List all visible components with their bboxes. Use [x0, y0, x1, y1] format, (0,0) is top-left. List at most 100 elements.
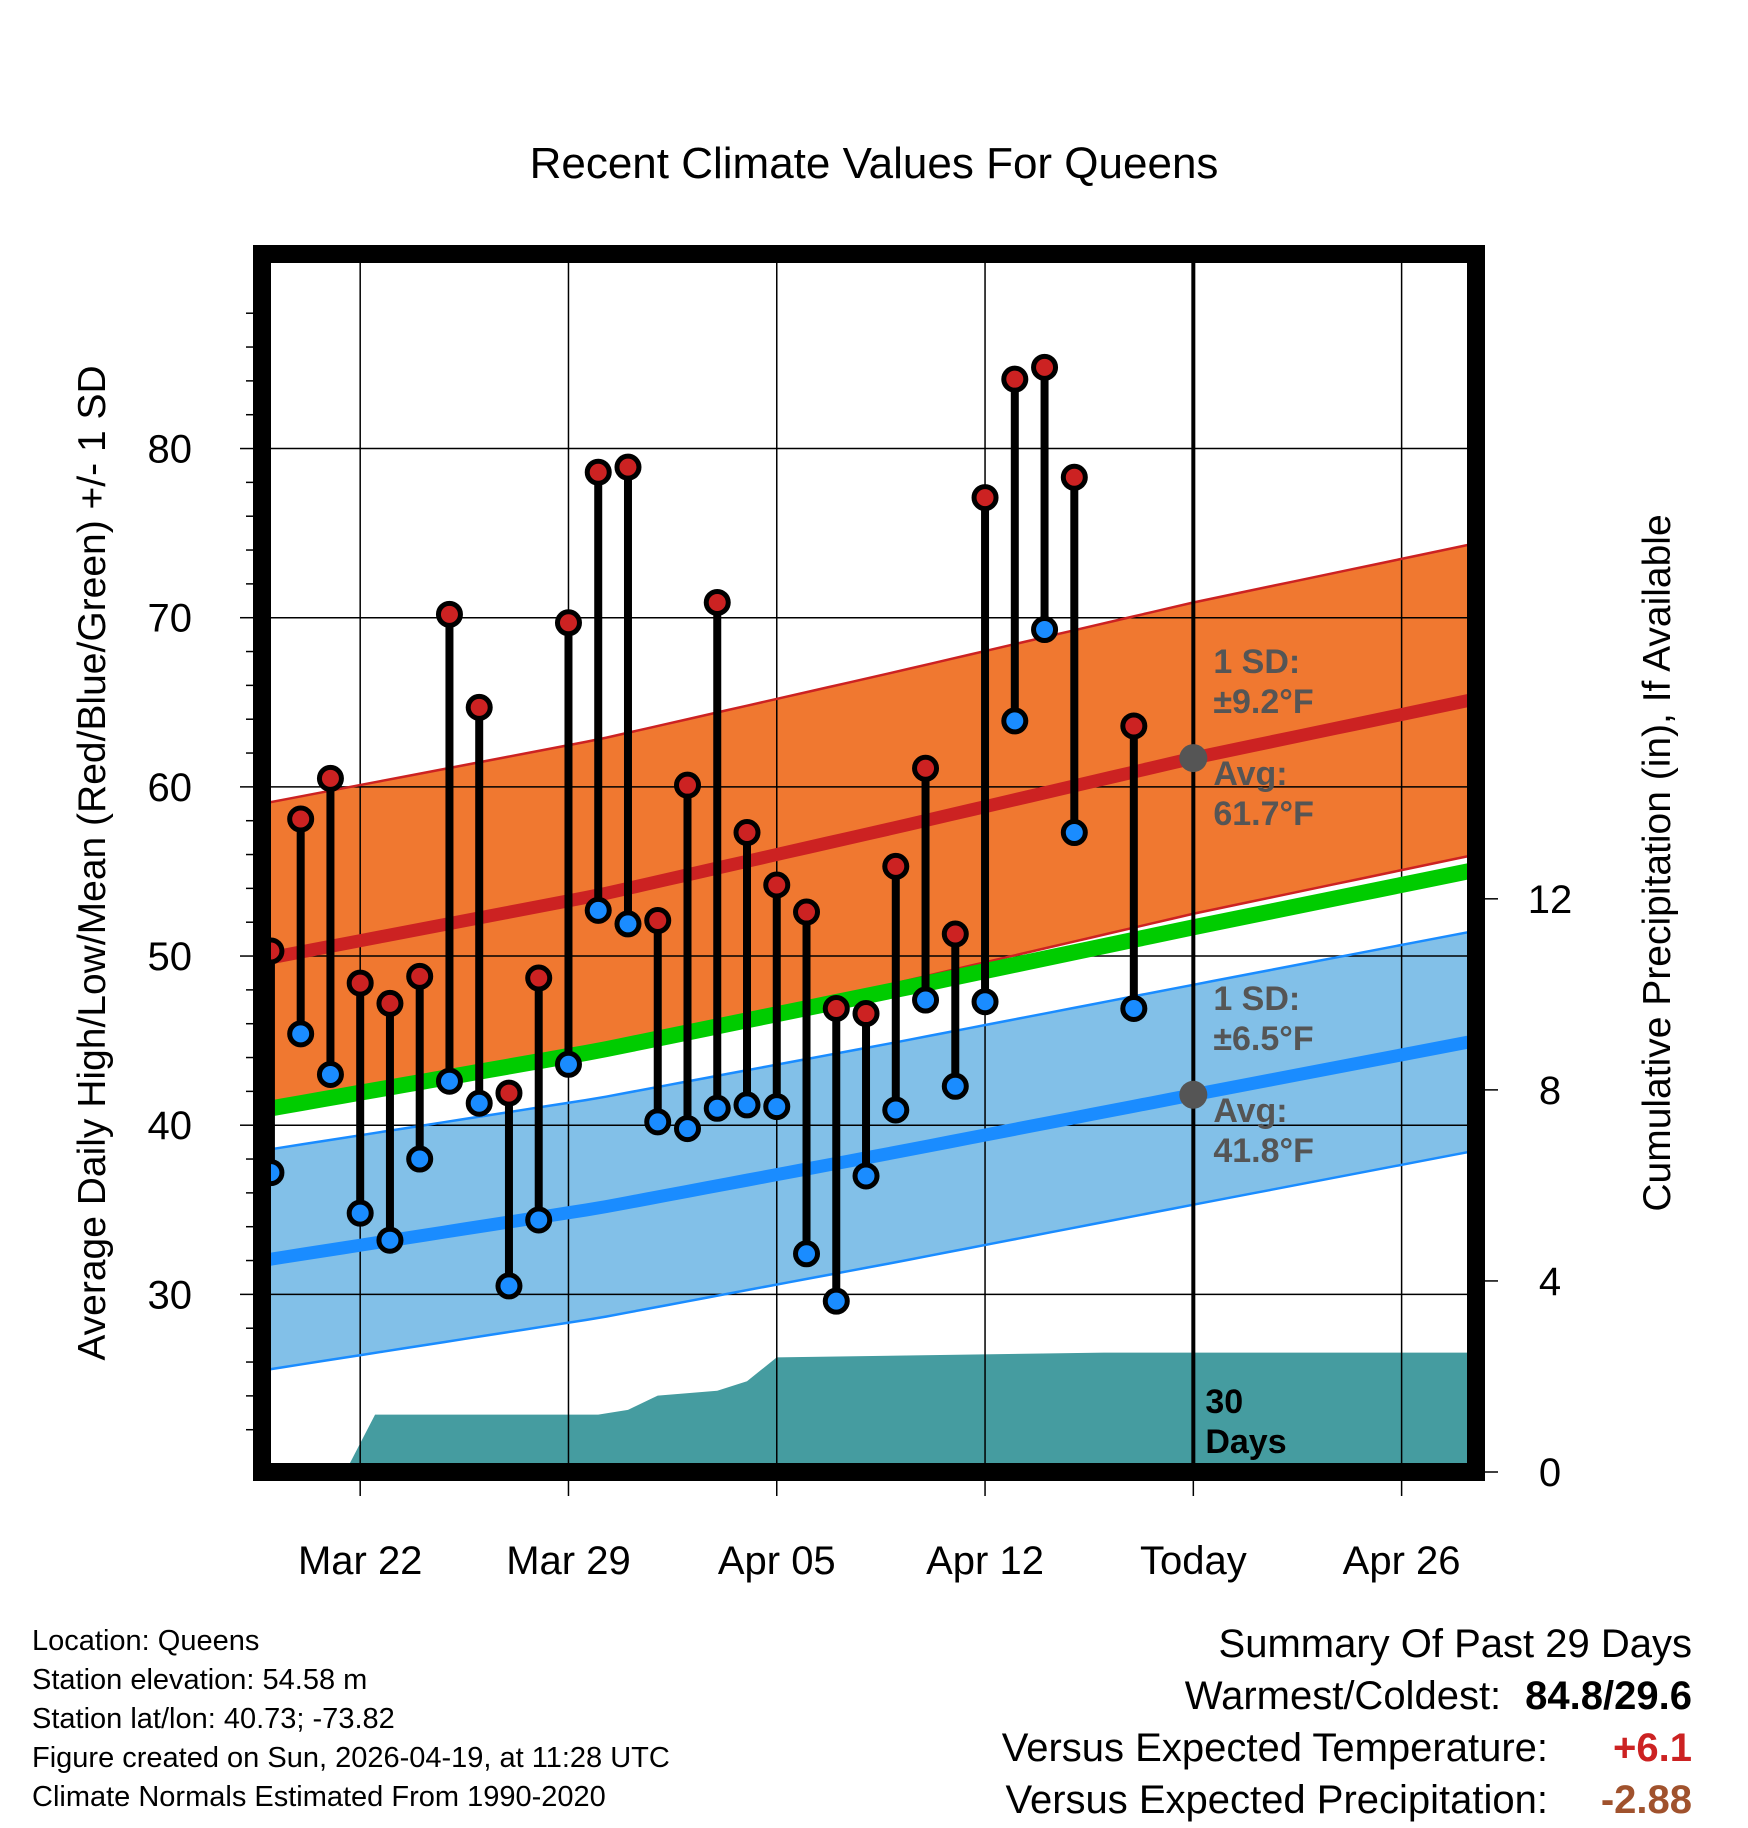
- y-tick-label: 50: [148, 935, 193, 979]
- days-label: Days: [1205, 1423, 1286, 1461]
- daily-high-point: [1001, 365, 1029, 393]
- daily-low-point: [287, 1020, 315, 1048]
- daily-high-point: [406, 962, 434, 990]
- daily-low-point: [406, 1145, 434, 1173]
- y-right-tick-label: 12: [1528, 878, 1573, 922]
- daily-high-point: [793, 898, 821, 926]
- created-text: Figure created on Sun, 2026-04-19, at 11…: [32, 1742, 670, 1774]
- temp-anomaly-label: Versus Expected Temperature:: [1001, 1726, 1548, 1770]
- precip-anomaly-value: -2.88: [1600, 1778, 1692, 1822]
- daily-low-point: [793, 1240, 821, 1268]
- x-tick-label: Apr 12: [926, 1539, 1044, 1583]
- daily-high-point: [495, 1079, 523, 1107]
- daily-high-point: [1060, 463, 1088, 491]
- low-lower-sd-line: [262, 1149, 1476, 1372]
- low-avg-label: Avg:: [1213, 1092, 1287, 1130]
- daily-high-point: [941, 920, 969, 948]
- high-sd-label: 1 SD:: [1213, 643, 1300, 681]
- daily-high-point: [733, 819, 761, 847]
- daily-high-point: [822, 994, 850, 1022]
- daily-high-point: [525, 964, 553, 992]
- daily-high-point: [316, 764, 344, 792]
- high-avg-value: 61.7°F: [1213, 795, 1314, 833]
- daily-low-point: [346, 1199, 374, 1227]
- daily-low-point: [584, 896, 612, 924]
- y-tick-label: 60: [148, 766, 193, 810]
- normals-text: Climate Normals Estimated From 1990-2020: [32, 1781, 606, 1813]
- high-sd-value: ±9.2°F: [1213, 683, 1313, 721]
- daily-low-point: [941, 1072, 969, 1100]
- daily-low-point: [316, 1060, 344, 1088]
- temp-anomaly-row: Versus Expected Temperature: +6.1: [1002, 1722, 1692, 1774]
- y-tick-label: 40: [148, 1104, 193, 1148]
- y-right-tick-label: 4: [1539, 1260, 1561, 1304]
- precipitation-area: [345, 1352, 1476, 1472]
- today-low-avg-marker: [1179, 1080, 1208, 1109]
- location-text: Location: Queens: [32, 1625, 260, 1657]
- latlon-text: Station lat/lon: 40.73; -73.82: [32, 1703, 395, 1735]
- warmest-coldest-label: Warmest/Coldest:: [1184, 1674, 1502, 1718]
- plot-frame: [253, 245, 1485, 1481]
- daily-low-point: [465, 1089, 493, 1117]
- daily-high-point: [435, 600, 463, 628]
- y-tick-label: 70: [148, 597, 193, 641]
- daily-high-point: [644, 907, 672, 935]
- precip-anomaly-row: Versus Expected Precipitation: -2.88: [1002, 1774, 1692, 1826]
- high-avg-label: Avg:: [1213, 755, 1287, 793]
- low-sd-value: ±6.5°F: [1213, 1020, 1313, 1058]
- y-right-tick-label: 0: [1539, 1451, 1561, 1495]
- low-avg-value: 41.8°F: [1213, 1132, 1314, 1170]
- x-tick-label: Apr 05: [718, 1539, 836, 1583]
- low-sd-label: 1 SD:: [1213, 980, 1300, 1018]
- x-tick-label: Today: [1140, 1539, 1247, 1583]
- daily-high-point: [1031, 353, 1059, 381]
- daily-low-point: [733, 1091, 761, 1119]
- x-tick-label: Mar 29: [506, 1539, 631, 1583]
- daily-high-point: [376, 989, 404, 1017]
- temp-anomaly-value: +6.1: [1613, 1726, 1692, 1770]
- summary-heading: Summary Of Past 29 Days: [1218, 1622, 1692, 1666]
- elevation-text: Station elevation: 54.58 m: [32, 1664, 368, 1696]
- daily-low-point: [644, 1108, 672, 1136]
- today-high-avg-marker: [1179, 744, 1208, 773]
- daily-low-point: [376, 1226, 404, 1254]
- daily-high-point: [1120, 712, 1148, 740]
- high-upper-sd-line: [262, 542, 1476, 806]
- daily-low-point: [673, 1115, 701, 1143]
- y-tick-label: 30: [148, 1273, 193, 1317]
- normal-high-line: [262, 692, 1476, 966]
- daily-high-point: [912, 754, 940, 782]
- daily-low-point: [614, 910, 642, 938]
- daily-high-point: [346, 969, 374, 997]
- daily-high-point: [852, 1000, 880, 1028]
- y-tick-label: 80: [148, 428, 193, 472]
- daily-high-point: [584, 458, 612, 486]
- daily-high-point: [971, 484, 999, 512]
- normal-mean-line: [262, 861, 1476, 1118]
- daily-low-point: [435, 1067, 463, 1095]
- days-count: 30: [1205, 1383, 1243, 1421]
- axes: 30 40 50 60 70 80 0 4 8 12 Mar 22 Mar 29 Apr 05 Apr 1…: [71, 312, 1679, 1600]
- data-series: [262, 254, 1476, 1472]
- daily-low-point: [882, 1096, 910, 1124]
- daily-low-point: [525, 1206, 553, 1234]
- daily-low-point: [971, 988, 999, 1016]
- warmest-coldest-row: Warmest/Coldest: 84.8/29.6: [1002, 1670, 1692, 1722]
- daily-high-point: [882, 852, 910, 880]
- daily-low-point: [763, 1093, 791, 1121]
- daily-high-point: [287, 805, 315, 833]
- warmest-coldest-value: 84.8/29.6: [1525, 1674, 1692, 1718]
- chart-title: Recent Climate Values For Queens: [530, 139, 1219, 188]
- y-axis-title: Average Daily High/Low/Mean (Red/Blue/Gr…: [71, 365, 114, 1360]
- x-tick-label: Mar 22: [298, 1539, 423, 1583]
- daily-high-point: [673, 771, 701, 799]
- y-right-axis-title: Cumulative Precipitation (in), If Availa…: [1636, 514, 1679, 1211]
- daily-high-point: [763, 871, 791, 899]
- x-tick-label: Apr 26: [1343, 1539, 1461, 1583]
- daily-low-point: [852, 1162, 880, 1190]
- daily-low-point: [912, 986, 940, 1014]
- daily-low-point: [1001, 707, 1029, 735]
- gridlines: [262, 254, 1476, 1472]
- daily-low-point: [1120, 994, 1148, 1022]
